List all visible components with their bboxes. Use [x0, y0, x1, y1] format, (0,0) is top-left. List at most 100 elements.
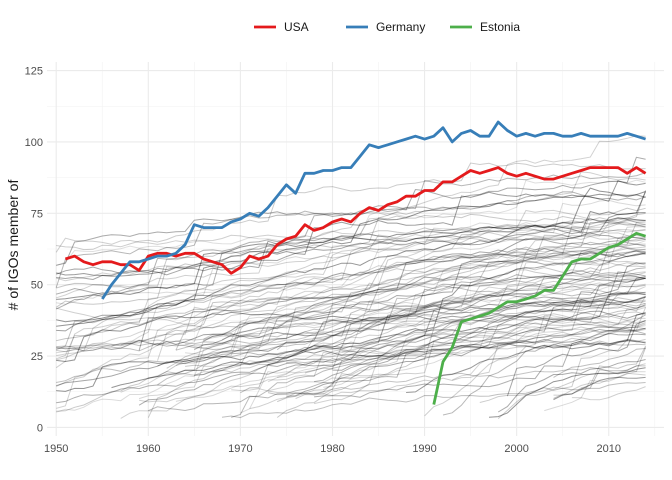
- country-line: [56, 284, 646, 383]
- country-line: [56, 238, 646, 342]
- country-line: [175, 282, 646, 402]
- country-line: [175, 207, 646, 351]
- major-gridlines: [47, 62, 664, 436]
- country-line: [56, 156, 646, 266]
- country-line: [267, 240, 646, 383]
- highlighted-series-lines: [64, 120, 647, 405]
- country-line: [277, 291, 646, 403]
- country-line: [56, 218, 646, 305]
- country-line: [267, 326, 646, 366]
- x-tick-label: 1980: [320, 443, 344, 455]
- country-line: [55, 209, 646, 369]
- country-line: [56, 223, 646, 290]
- country-line: [553, 365, 646, 399]
- y-tick-label: 25: [31, 351, 43, 363]
- country-line: [240, 275, 646, 394]
- country-line: [314, 271, 646, 383]
- country-line: [406, 312, 646, 393]
- country-line: [185, 264, 646, 367]
- country-line: [240, 325, 646, 414]
- country-line: [139, 315, 646, 403]
- country-line: [341, 319, 646, 353]
- country-line: [314, 338, 646, 398]
- country-line: [56, 199, 646, 354]
- country-line: [56, 187, 646, 327]
- country-line: [424, 328, 646, 417]
- country-line: [55, 219, 646, 387]
- country-line: [175, 305, 646, 351]
- country-line: [56, 243, 646, 353]
- series-line-estonia: [432, 231, 647, 405]
- country-line: [323, 313, 646, 388]
- country-line: [56, 229, 646, 282]
- country-line: [56, 212, 646, 332]
- country-line: [203, 252, 646, 342]
- country-line: [442, 314, 646, 416]
- legend-item-estonia: Estonia: [450, 20, 520, 34]
- country-line: [203, 246, 646, 340]
- legend: USA Germany Estonia: [254, 20, 520, 34]
- x-tick-label: 1960: [136, 443, 160, 455]
- x-tick-label: 1970: [228, 443, 252, 455]
- country-line: [56, 300, 646, 387]
- country-line: [479, 338, 646, 403]
- country-line: [249, 307, 647, 410]
- country-line: [148, 327, 646, 412]
- legend-label: USA: [284, 20, 309, 34]
- country-line: [332, 262, 646, 371]
- legend-item-germany: Germany: [346, 20, 425, 34]
- y-tick-label: 100: [25, 137, 43, 149]
- country-line: [56, 227, 646, 361]
- country-line: [267, 347, 647, 396]
- country-line: [111, 340, 646, 389]
- country-line: [56, 223, 646, 360]
- y-axis-title: # of IGOs member of: [5, 180, 21, 311]
- series-line-germany: [101, 120, 647, 300]
- country-line: [111, 300, 646, 351]
- country-line: [56, 180, 646, 277]
- country-line: [286, 332, 646, 397]
- country-line: [56, 220, 646, 349]
- country-line: [553, 365, 646, 399]
- country-line: [55, 191, 646, 310]
- country-line: [332, 262, 646, 371]
- x-tick-label: 1950: [44, 443, 68, 455]
- country-line: [56, 296, 646, 363]
- country-line: [553, 348, 646, 378]
- country-line: [55, 172, 646, 288]
- country-line: [157, 219, 646, 347]
- country-line: [56, 162, 646, 251]
- country-line: [276, 267, 646, 351]
- country-line: [194, 250, 646, 350]
- country-line: [56, 300, 646, 387]
- country-line: [221, 382, 646, 419]
- country-line: [166, 222, 646, 369]
- country-line: [580, 345, 647, 389]
- country-line: [544, 371, 646, 412]
- country-line: [497, 359, 646, 413]
- country-line: [138, 248, 646, 351]
- country-line: [56, 193, 646, 323]
- country-line: [314, 338, 646, 398]
- country-line: [571, 386, 646, 401]
- country-line: [56, 190, 647, 412]
- country-line: [194, 275, 646, 376]
- country-line: [286, 340, 646, 364]
- minor-gridlines: [47, 62, 664, 436]
- country-line: [56, 277, 646, 404]
- country-line: [138, 276, 646, 406]
- country-line: [111, 340, 646, 389]
- country-line: [553, 372, 646, 396]
- y-axis-tick-labels: 0 25 50 75 100 125: [25, 66, 43, 435]
- country-line: [378, 295, 646, 342]
- country-line: [56, 226, 646, 357]
- country-line: [56, 292, 646, 392]
- country-line: [56, 180, 646, 277]
- country-line: [56, 296, 646, 363]
- country-line: [553, 376, 646, 401]
- country-line: [276, 267, 646, 351]
- country-line: [406, 312, 646, 393]
- country-line: [138, 248, 646, 351]
- country-line: [56, 277, 646, 413]
